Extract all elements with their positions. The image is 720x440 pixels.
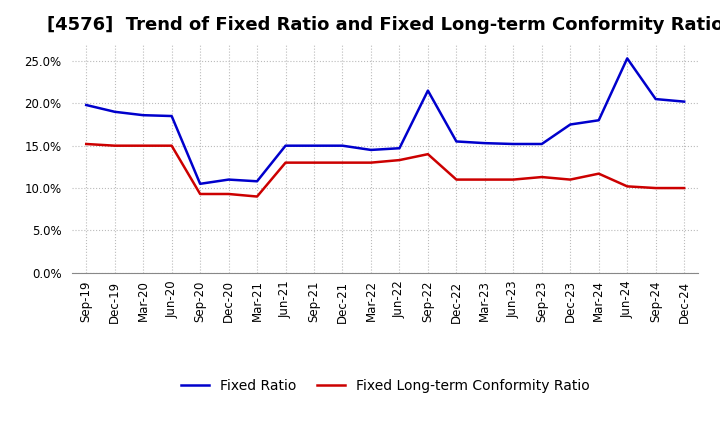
Fixed Ratio [509, 141, 518, 147]
Fixed Long-term Conformity Ratio [338, 160, 347, 165]
Fixed Long-term Conformity Ratio [537, 174, 546, 180]
Fixed Long-term Conformity Ratio [110, 143, 119, 148]
Fixed Ratio [623, 56, 631, 61]
Fixed Ratio [253, 179, 261, 184]
Fixed Ratio [338, 143, 347, 148]
Title: [4576]  Trend of Fixed Ratio and Fixed Long-term Conformity Ratio: [4576] Trend of Fixed Ratio and Fixed Lo… [47, 16, 720, 34]
Fixed Long-term Conformity Ratio [652, 185, 660, 191]
Fixed Long-term Conformity Ratio [253, 194, 261, 199]
Fixed Long-term Conformity Ratio [310, 160, 318, 165]
Fixed Ratio [310, 143, 318, 148]
Fixed Ratio [537, 141, 546, 147]
Fixed Ratio [595, 117, 603, 123]
Fixed Ratio [566, 122, 575, 127]
Fixed Long-term Conformity Ratio [82, 141, 91, 147]
Fixed Ratio [110, 109, 119, 114]
Fixed Long-term Conformity Ratio [395, 158, 404, 163]
Fixed Ratio [167, 114, 176, 119]
Fixed Long-term Conformity Ratio [680, 185, 688, 191]
Legend: Fixed Ratio, Fixed Long-term Conformity Ratio: Fixed Ratio, Fixed Long-term Conformity … [175, 374, 595, 399]
Fixed Long-term Conformity Ratio [623, 184, 631, 189]
Fixed Ratio [395, 146, 404, 151]
Fixed Long-term Conformity Ratio [366, 160, 375, 165]
Fixed Ratio [282, 143, 290, 148]
Fixed Ratio [82, 103, 91, 108]
Fixed Ratio [452, 139, 461, 144]
Fixed Long-term Conformity Ratio [452, 177, 461, 182]
Fixed Ratio [480, 140, 489, 146]
Fixed Ratio [680, 99, 688, 104]
Fixed Long-term Conformity Ratio [196, 191, 204, 197]
Fixed Ratio [366, 147, 375, 153]
Fixed Long-term Conformity Ratio [566, 177, 575, 182]
Fixed Ratio [139, 113, 148, 118]
Fixed Ratio [196, 181, 204, 187]
Fixed Long-term Conformity Ratio [423, 151, 432, 157]
Fixed Long-term Conformity Ratio [167, 143, 176, 148]
Fixed Ratio [652, 96, 660, 102]
Fixed Long-term Conformity Ratio [480, 177, 489, 182]
Fixed Ratio [225, 177, 233, 182]
Fixed Long-term Conformity Ratio [595, 171, 603, 176]
Fixed Long-term Conformity Ratio [509, 177, 518, 182]
Fixed Long-term Conformity Ratio [282, 160, 290, 165]
Fixed Ratio [423, 88, 432, 93]
Line: Fixed Ratio: Fixed Ratio [86, 59, 684, 184]
Fixed Long-term Conformity Ratio [139, 143, 148, 148]
Line: Fixed Long-term Conformity Ratio: Fixed Long-term Conformity Ratio [86, 144, 684, 197]
Fixed Long-term Conformity Ratio [225, 191, 233, 197]
